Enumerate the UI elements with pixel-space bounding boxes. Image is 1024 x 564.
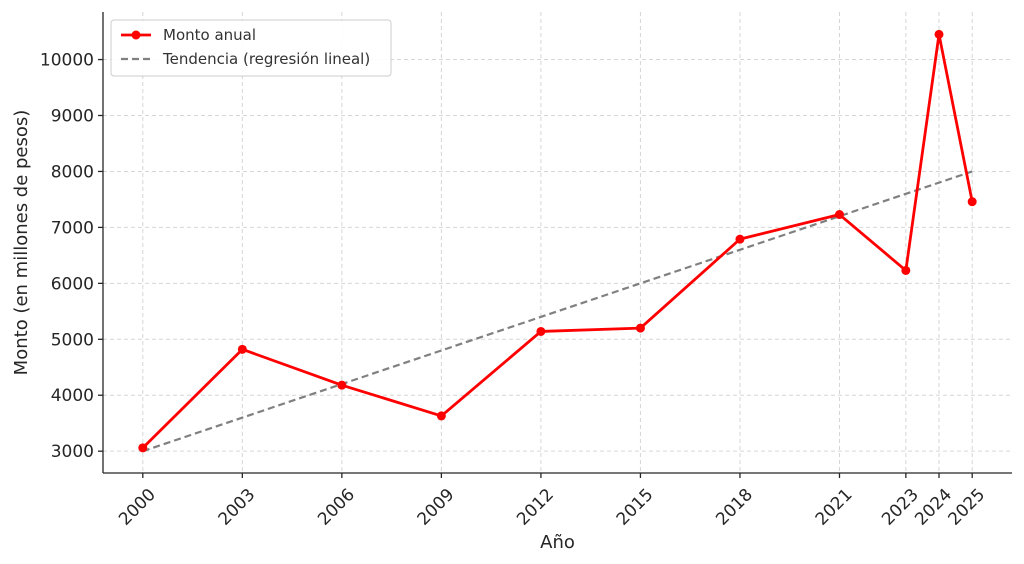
legend-label-monto-anual: Monto anual — [163, 26, 256, 44]
x-tick-label: 2009 — [414, 485, 459, 530]
data-point-monto-anual — [901, 265, 911, 275]
data-point-monto-anual — [834, 210, 844, 220]
y-tick-label: 4000 — [51, 386, 94, 406]
data-point-monto-anual — [237, 344, 247, 354]
x-tick-label: 2023 — [878, 485, 923, 530]
x-tick-label: 2018 — [712, 485, 757, 530]
data-point-monto-anual — [138, 443, 148, 453]
data-point-monto-anual — [436, 411, 446, 421]
data-point-monto-anual — [934, 29, 944, 39]
y-axis-title: Monto (en millones de pesos) — [11, 110, 32, 376]
x-tick-label: 2000 — [115, 485, 160, 530]
x-tick-label: 2006 — [314, 485, 359, 530]
y-tick-label: 5000 — [51, 330, 94, 350]
x-tick-label: 2024 — [911, 485, 956, 530]
x-tick-label: 2012 — [513, 485, 558, 530]
y-tick-label: 10000 — [40, 51, 94, 71]
data-point-monto-anual — [337, 380, 347, 390]
x-tick-label: 2025 — [944, 485, 989, 530]
data-point-monto-anual — [536, 326, 546, 336]
data-point-monto-anual — [967, 197, 977, 207]
x-axis-title: Año — [540, 532, 575, 553]
grid — [103, 12, 1012, 473]
legend-box — [110, 19, 392, 77]
series-line-monto-anual — [141, 32, 974, 449]
legend-label-tendencia: Tendencia (regresión lineal) — [162, 50, 370, 68]
x-ticks: 2000 2003 2006 2009 2012 2015 2018 2021 20232024… — [115, 473, 989, 530]
data-point-monto-anual — [635, 323, 645, 333]
y-tick-label: 3000 — [51, 442, 94, 462]
x-tick-label: 2003 — [215, 485, 260, 530]
series — [138, 29, 977, 453]
y-tick-label: 6000 — [51, 274, 94, 294]
axes — [102, 12, 1012, 474]
legend-marker-monto-anual — [131, 30, 141, 40]
y-tick-label: 8000 — [51, 162, 94, 182]
data-point-monto-anual — [735, 234, 745, 244]
x-tick-label: 2015 — [613, 485, 658, 530]
legend: Monto anual Tendencia (regresión lineal) — [110, 19, 392, 77]
series-line-tendencia — [142, 170, 973, 453]
y-tick-label: 9000 — [51, 107, 94, 127]
x-tick-label: 2021 — [812, 485, 857, 530]
y-ticks: 3000 4000 5000 6000 7000 8000 9000 10000 — [40, 51, 103, 462]
y-tick-label: 7000 — [51, 218, 94, 238]
